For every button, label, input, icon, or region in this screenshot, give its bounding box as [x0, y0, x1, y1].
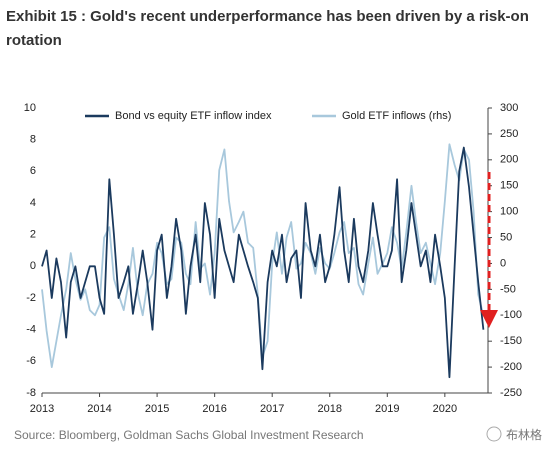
plot: -8 -6 -4 -2 0 2 4 6 8 10 -250 -200 -150 -100 -50 0 50 100…: [24, 102, 522, 415]
x-tick-label: 2018: [317, 403, 341, 415]
x-tick-label: 2020: [433, 403, 457, 415]
y2-tick-label: 200: [500, 154, 518, 166]
x-tick-label: 2017: [260, 403, 284, 415]
y-tick-label: -2: [26, 292, 36, 304]
series-line: [41, 146, 485, 379]
y-tick-label: 0: [30, 260, 36, 272]
chart-title: Exhibit 15 : Gold's recent underperforma…: [6, 8, 529, 25]
y2-tick-label: -200: [500, 361, 522, 373]
watermark: 布林格: [506, 427, 542, 442]
y-tick-label: 10: [24, 102, 36, 114]
y2-tick-label: 300: [500, 102, 518, 114]
y-tick-label: -8: [26, 387, 36, 399]
y-tick-label: 6: [30, 165, 36, 177]
x-tick-label: 2013: [30, 403, 54, 415]
y2-tick-label: -50: [500, 283, 516, 295]
x-tick-label: 2016: [202, 403, 226, 415]
y2-tick-label: 150: [500, 180, 518, 192]
x-tick-label: 2019: [375, 403, 399, 415]
source: Source: Bloomberg, Goldman Sachs Global …: [14, 428, 364, 442]
y-tick-label: 8: [30, 134, 36, 146]
chart-title: rotation: [6, 32, 62, 49]
y2-tick-label: 250: [500, 128, 518, 140]
x-tick-label: 2014: [87, 403, 111, 415]
watermark-icon: [486, 426, 502, 442]
y-tick-label: 4: [30, 197, 36, 209]
y-tick-label: -4: [26, 324, 36, 336]
series-line: [41, 143, 485, 368]
legend-label: Gold ETF inflows (rhs): [342, 110, 451, 122]
y-tick-label: 2: [30, 229, 36, 241]
y2-tick-label: 0: [500, 257, 506, 269]
y2-tick-label: -250: [500, 387, 522, 399]
y2-tick-label: -150: [500, 335, 522, 347]
y2-tick-label: -100: [500, 309, 522, 321]
x-tick-label: 2015: [145, 403, 169, 415]
y2-tick-label: 100: [500, 206, 518, 218]
y-tick-label: -6: [26, 355, 36, 367]
arrow-head: [480, 310, 498, 328]
legend-label: Bond vs equity ETF inflow index: [115, 110, 272, 122]
y2-tick-label: 50: [500, 231, 512, 243]
